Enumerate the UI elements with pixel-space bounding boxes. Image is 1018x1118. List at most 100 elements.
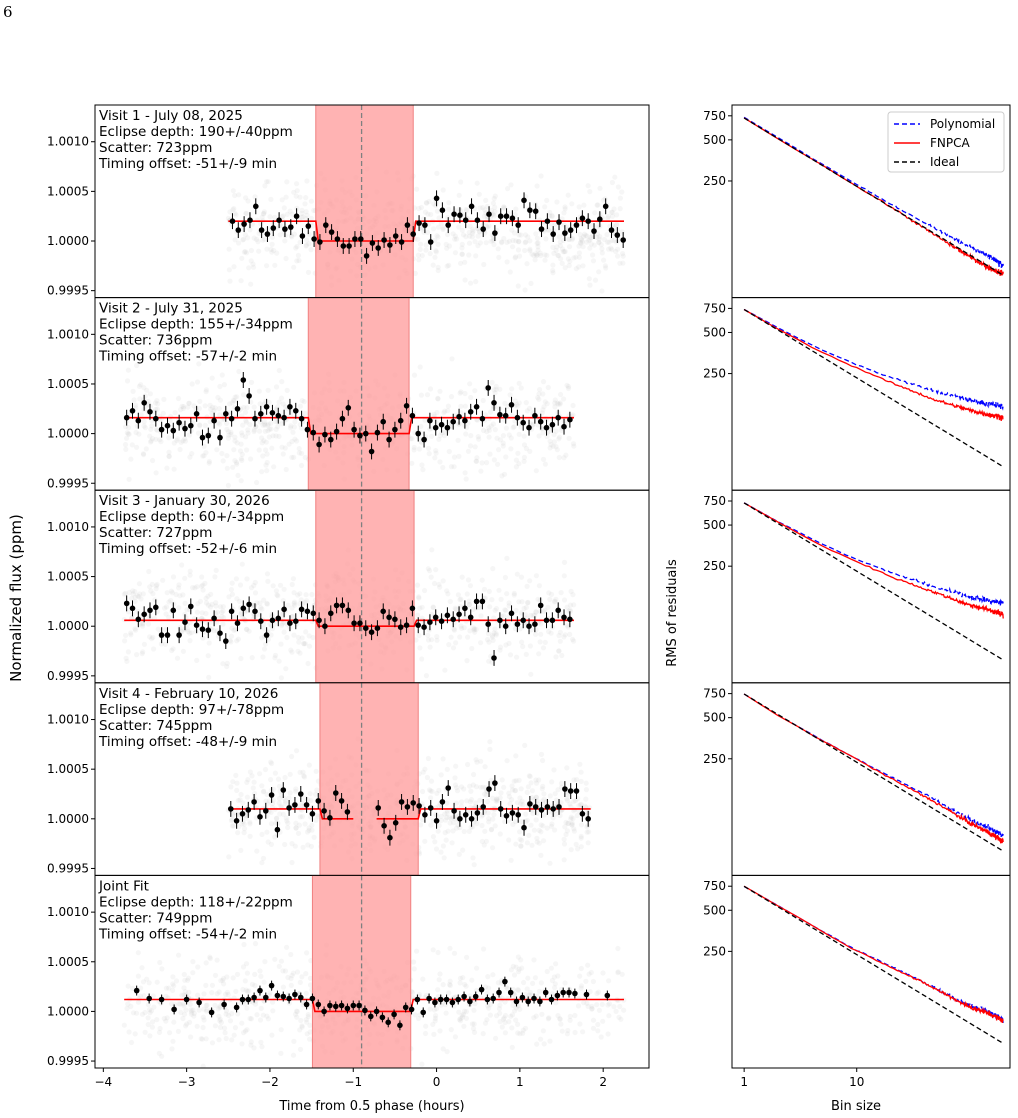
data-point bbox=[402, 1004, 409, 1011]
data-point bbox=[421, 624, 427, 630]
data-point bbox=[141, 400, 147, 406]
data-point bbox=[491, 400, 497, 406]
data-point bbox=[555, 414, 561, 421]
data-point bbox=[170, 427, 177, 434]
data-point bbox=[252, 608, 258, 615]
data-point bbox=[502, 412, 509, 419]
data-point bbox=[449, 999, 456, 1006]
data-point bbox=[193, 411, 200, 417]
data-point bbox=[193, 622, 200, 628]
data-point bbox=[268, 792, 275, 798]
data-point bbox=[268, 982, 275, 989]
y-tick-label: 1.0000 bbox=[47, 812, 89, 826]
data-point bbox=[467, 409, 474, 415]
data-point bbox=[497, 617, 503, 624]
eclipse-band bbox=[307, 297, 410, 491]
data-point bbox=[188, 422, 194, 429]
data-point bbox=[561, 614, 567, 621]
left-y-axis-label: Normalized flux (ppm) bbox=[7, 514, 25, 682]
data-point bbox=[462, 217, 469, 223]
data-point bbox=[374, 429, 381, 436]
y-tick-label: 1.0000 bbox=[47, 234, 89, 248]
y-tick-label: 1.0005 bbox=[47, 955, 89, 969]
data-point bbox=[309, 811, 316, 817]
y-tick-label: 250 bbox=[703, 174, 726, 188]
data-point bbox=[199, 626, 206, 632]
y-tick-label: 250 bbox=[703, 559, 726, 573]
data-point bbox=[344, 1005, 351, 1012]
data-point bbox=[485, 621, 492, 627]
data-point bbox=[375, 245, 382, 251]
data-point bbox=[397, 1022, 403, 1029]
data-point bbox=[492, 780, 498, 786]
data-point bbox=[211, 417, 217, 424]
data-point bbox=[492, 230, 498, 236]
data-point bbox=[316, 617, 322, 624]
data-point bbox=[363, 625, 369, 631]
data-point bbox=[358, 236, 364, 242]
data-point bbox=[555, 607, 561, 614]
light-curve-panel: 0.9995 1.0000 1.0005 1.0010 Joint FitEclipse… bbox=[47, 874, 650, 1069]
data-point bbox=[456, 611, 462, 618]
data-point bbox=[286, 995, 292, 1002]
data-point bbox=[462, 812, 469, 818]
series-fnpca bbox=[743, 885, 1004, 1023]
light-curve-panel: 0.9995 1.0000 1.0005 1.0010 Visit 2 - July 3… bbox=[47, 297, 650, 491]
data-point bbox=[421, 436, 427, 443]
data-point bbox=[368, 448, 375, 455]
data-point bbox=[457, 212, 463, 218]
y-tick-label: 250 bbox=[703, 944, 726, 958]
series-ideal bbox=[743, 693, 1004, 852]
data-point bbox=[386, 614, 392, 621]
x-tick-label: −3 bbox=[178, 1075, 196, 1089]
data-point bbox=[560, 989, 566, 996]
data-point bbox=[479, 598, 486, 605]
data-point bbox=[550, 806, 556, 812]
data-point bbox=[281, 414, 287, 421]
data-point bbox=[176, 419, 182, 426]
data-point bbox=[357, 432, 363, 439]
data-point bbox=[311, 236, 317, 242]
data-point bbox=[439, 207, 446, 213]
data-point bbox=[614, 232, 621, 238]
data-point bbox=[455, 996, 462, 1003]
data-point bbox=[525, 998, 531, 1005]
data-point bbox=[257, 814, 263, 820]
data-point bbox=[141, 611, 147, 618]
data-point bbox=[567, 788, 574, 794]
data-point bbox=[432, 614, 439, 621]
data-point bbox=[521, 197, 527, 204]
data-point bbox=[445, 785, 452, 791]
data-point bbox=[515, 812, 521, 818]
data-point bbox=[404, 804, 411, 810]
data-point bbox=[386, 436, 392, 443]
rms-panel: 250 500 750 bbox=[703, 297, 1011, 491]
data-point bbox=[503, 213, 510, 219]
data-point bbox=[333, 428, 340, 435]
data-point bbox=[171, 1006, 177, 1013]
right-y-axis-label: RMS of residuals bbox=[665, 559, 680, 667]
data-point bbox=[432, 999, 438, 1006]
data-point bbox=[531, 995, 537, 1002]
data-point bbox=[245, 996, 252, 1003]
data-point bbox=[287, 620, 293, 626]
data-point bbox=[608, 227, 615, 233]
data-point bbox=[509, 215, 516, 221]
panel-info-text: Scatter: 736ppm bbox=[99, 333, 212, 349]
light-curve-panel: 0.9995 1.0000 1.0005 1.0010 Visit 1 - July 0… bbox=[47, 104, 650, 299]
data-point bbox=[345, 607, 352, 614]
series-fnpca bbox=[743, 308, 1004, 421]
data-point bbox=[317, 239, 323, 245]
data-point bbox=[491, 655, 497, 661]
data-point bbox=[247, 217, 253, 223]
y-tick-label: 1.0010 bbox=[47, 520, 89, 534]
data-point bbox=[467, 998, 473, 1005]
data-point bbox=[310, 610, 317, 617]
binned-points bbox=[123, 593, 573, 666]
data-point bbox=[129, 408, 136, 414]
data-point bbox=[211, 615, 217, 622]
data-point bbox=[414, 996, 421, 1003]
right-x-axis-label: Bin size bbox=[831, 1099, 881, 1114]
data-point bbox=[554, 992, 561, 999]
data-point bbox=[217, 630, 223, 636]
